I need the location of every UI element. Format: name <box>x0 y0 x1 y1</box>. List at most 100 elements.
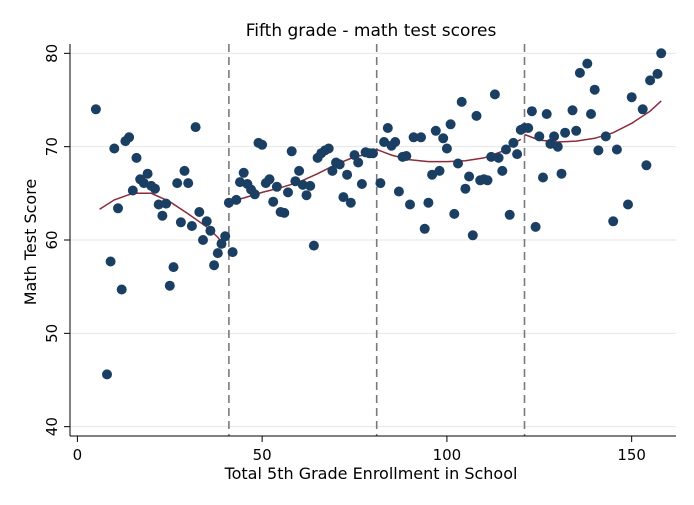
data-point <box>471 110 482 121</box>
data-point <box>124 132 135 143</box>
data-point <box>574 67 585 78</box>
data-point <box>441 143 452 154</box>
data-point <box>198 235 208 245</box>
data-point <box>334 159 345 170</box>
data-point <box>345 197 356 208</box>
data-point <box>438 133 449 144</box>
data-point <box>497 165 508 176</box>
data-point <box>190 122 201 133</box>
data-point <box>175 217 186 228</box>
y-tick-label: 50 <box>43 324 61 343</box>
data-point <box>504 209 515 220</box>
data-point <box>416 132 426 143</box>
data-point <box>445 119 456 130</box>
y-tick-label: 70 <box>43 137 61 156</box>
grid <box>70 52 676 428</box>
data-point <box>279 207 290 218</box>
data-point <box>423 197 434 208</box>
x-tick-label: 50 <box>253 446 272 464</box>
data-point <box>430 125 441 136</box>
data-point <box>567 105 578 116</box>
data-point <box>419 223 430 234</box>
data-points <box>90 48 667 380</box>
x-tick-label: 100 <box>433 446 462 464</box>
data-point <box>434 165 445 176</box>
x-axis-label: Total 5th Grade Enrollment in School <box>224 464 518 483</box>
y-tick-label: 40 <box>43 417 61 436</box>
data-point <box>375 178 386 189</box>
data-point <box>549 131 560 142</box>
data-point <box>161 198 172 209</box>
data-point <box>541 109 552 119</box>
data-point <box>393 186 404 197</box>
data-point <box>301 190 312 201</box>
data-point <box>90 104 101 115</box>
data-point <box>220 231 231 242</box>
data-point <box>486 151 497 162</box>
data-point <box>456 96 467 107</box>
data-point <box>482 175 493 186</box>
data-point <box>608 216 619 227</box>
data-point <box>449 208 460 219</box>
data-point <box>493 152 504 163</box>
data-point <box>589 84 600 95</box>
data-point <box>582 58 593 69</box>
data-point <box>212 248 223 259</box>
data-point <box>249 189 260 200</box>
data-point <box>552 141 563 152</box>
data-point <box>641 160 652 171</box>
data-point <box>560 127 571 138</box>
data-point <box>142 168 153 179</box>
data-point <box>427 169 438 180</box>
data-point <box>205 225 216 236</box>
data-point <box>268 196 279 207</box>
data-point <box>600 131 611 142</box>
fit-line-segment <box>524 100 662 143</box>
data-point <box>349 150 360 161</box>
data-point <box>257 139 268 150</box>
data-point <box>379 137 390 147</box>
data-point <box>150 183 160 194</box>
data-point <box>611 144 622 155</box>
data-point <box>164 280 175 291</box>
x-tick-label: 150 <box>617 446 646 464</box>
data-point <box>209 260 220 271</box>
data-point <box>172 178 183 189</box>
data-point <box>294 165 305 176</box>
data-point <box>194 207 205 217</box>
data-point <box>131 152 142 163</box>
data-point <box>308 240 319 251</box>
data-point <box>216 238 227 249</box>
data-point <box>593 145 604 156</box>
data-point <box>271 181 282 192</box>
data-point <box>127 185 138 196</box>
data-point <box>264 174 275 185</box>
data-point <box>523 123 534 133</box>
data-point <box>227 247 238 258</box>
data-point <box>116 284 127 295</box>
data-point <box>489 89 500 100</box>
data-point <box>109 143 120 154</box>
data-point <box>508 137 519 148</box>
data-point <box>327 165 338 176</box>
data-point <box>571 125 582 136</box>
data-point <box>382 123 393 133</box>
data-point <box>460 183 471 194</box>
data-point <box>183 178 194 189</box>
data-point <box>102 369 112 380</box>
data-point <box>338 192 349 203</box>
data-point <box>405 199 415 210</box>
data-point <box>290 176 301 187</box>
data-point <box>323 143 334 154</box>
data-point <box>168 262 179 273</box>
data-point <box>408 132 419 143</box>
y-tick-label: 80 <box>43 44 61 63</box>
data-point <box>286 146 297 157</box>
data-point <box>179 165 190 176</box>
data-point <box>637 104 648 115</box>
y-axis-label: Math Test Score <box>21 179 40 306</box>
data-point <box>401 151 412 161</box>
